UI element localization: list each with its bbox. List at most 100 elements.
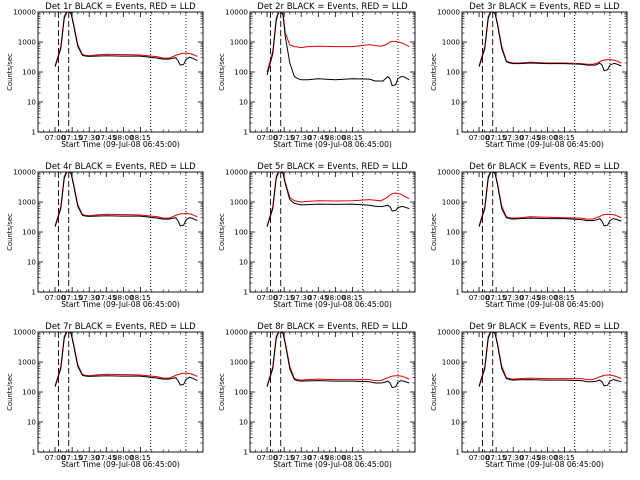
x-tick-label: 07:15 xyxy=(62,293,83,302)
y-tick-label: 1 xyxy=(455,128,460,137)
y-tick-label: 1000 xyxy=(442,198,461,207)
y-tick-label: 10 xyxy=(451,258,461,267)
x-tick-label: 08:15 xyxy=(130,453,151,462)
x-tick-label: 08:00 xyxy=(113,133,134,142)
x-tick-label: 07:15 xyxy=(486,453,507,462)
plot-frame xyxy=(249,171,416,293)
x-tick-label: 08:15 xyxy=(342,293,363,302)
plot-frame xyxy=(461,331,628,453)
y-tick-label: 1000 xyxy=(230,38,249,47)
x-axis-label: Start Time (09-Jul-08 06:45:00) xyxy=(273,460,392,469)
x-tick-label: 07:00 xyxy=(257,293,278,302)
y-tick-label: 10000 xyxy=(13,8,36,17)
x-tick-label: 08:15 xyxy=(342,133,363,142)
y-axis-label: Counts/sec xyxy=(430,213,438,251)
x-tick-label: 07:15 xyxy=(274,453,295,462)
y-tick-label: 1 xyxy=(243,448,248,457)
x-tick-label: 07:45 xyxy=(96,293,117,302)
y-tick-label: 10000 xyxy=(13,168,36,177)
x-tick-label: 07:15 xyxy=(486,133,507,142)
y-tick-label: 1 xyxy=(243,288,248,297)
y-tick-label: 10000 xyxy=(13,328,36,337)
x-tick-label: 07:00 xyxy=(469,293,490,302)
x-tick-label: 07:00 xyxy=(469,453,490,462)
series-line-lld xyxy=(54,332,198,387)
y-tick-label: 10000 xyxy=(437,8,460,17)
y-tick-label: 1000 xyxy=(18,198,37,207)
y-tick-label: 10 xyxy=(27,98,37,107)
panel-det-6: Det 6r BLACK = Events, RED = LLD 1 10 100 10… xyxy=(430,162,628,309)
y-axis-label: Counts/sec xyxy=(6,53,14,91)
y-tick-label: 10000 xyxy=(225,8,248,17)
y-axis-label: Counts/sec xyxy=(6,213,14,251)
panel-det-5: Det 5r BLACK = Events, RED = LLD 1 10 100 10… xyxy=(218,162,416,309)
series-line-events xyxy=(478,12,622,72)
series-line-lld xyxy=(266,12,410,73)
x-tick-label: 07:30 xyxy=(79,293,100,302)
series-line-events xyxy=(54,332,198,387)
series-line-events xyxy=(478,172,622,227)
x-tick-label: 07:00 xyxy=(45,453,66,462)
x-tick-label: 08:15 xyxy=(554,293,575,302)
y-tick-label: 10 xyxy=(451,418,461,427)
panel-title: Det 1r BLACK = Events, RED = LLD xyxy=(45,2,196,12)
x-tick-label: 07:15 xyxy=(62,453,83,462)
x-tick-label: 07:30 xyxy=(79,133,100,142)
x-axis-label: Start Time (09-Jul-08 06:45:00) xyxy=(485,140,604,149)
series-line-lld xyxy=(266,172,410,227)
plot-frame xyxy=(249,11,416,133)
y-tick-label: 10000 xyxy=(437,328,460,337)
y-tick-label: 1000 xyxy=(442,38,461,47)
series-line-events xyxy=(266,12,410,87)
x-tick-label: 08:00 xyxy=(537,453,558,462)
panel-title: Det 4r BLACK = Events, RED = LLD xyxy=(45,162,196,172)
x-tick-label: 07:45 xyxy=(96,453,117,462)
plot-frame xyxy=(37,11,204,133)
panel-title: Det 2r BLACK = Events, RED = LLD xyxy=(257,2,408,12)
series-line-lld xyxy=(478,332,622,387)
x-tick-label: 07:15 xyxy=(274,133,295,142)
x-tick-label: 07:30 xyxy=(291,453,312,462)
x-tick-label: 08:15 xyxy=(554,453,575,462)
y-tick-label: 10 xyxy=(239,418,249,427)
x-axis-label: Start Time (09-Jul-08 06:45:00) xyxy=(61,300,180,309)
y-tick-label: 100 xyxy=(446,228,460,237)
x-tick-label: 08:00 xyxy=(325,133,346,142)
series-line-lld xyxy=(478,172,622,227)
x-tick-label: 07:30 xyxy=(291,293,312,302)
x-tick-label: 07:45 xyxy=(520,453,541,462)
x-tick-label: 08:00 xyxy=(537,133,558,142)
series-line-events xyxy=(54,12,198,67)
y-tick-label: 1000 xyxy=(18,358,37,367)
x-tick-label: 08:15 xyxy=(130,293,151,302)
x-tick-label: 08:00 xyxy=(325,453,346,462)
x-tick-label: 07:00 xyxy=(469,133,490,142)
x-tick-label: 08:00 xyxy=(113,453,134,462)
y-tick-label: 1 xyxy=(31,288,36,297)
x-tick-label: 07:30 xyxy=(503,133,524,142)
plot-frame xyxy=(461,171,628,293)
panel-det-1: Det 1r BLACK = Events, RED = LLD 1 10 100 10… xyxy=(6,2,204,149)
x-tick-label: 08:00 xyxy=(537,293,558,302)
y-tick-label: 100 xyxy=(234,388,248,397)
series-line-lld xyxy=(54,12,198,67)
x-tick-label: 07:45 xyxy=(308,133,329,142)
y-tick-label: 1000 xyxy=(442,358,461,367)
panel-det-9: Det 9r BLACK = Events, RED = LLD 1 10 100 10… xyxy=(430,322,628,469)
x-tick-label: 08:15 xyxy=(554,133,575,142)
plot-frame xyxy=(37,331,204,453)
y-tick-label: 100 xyxy=(22,228,36,237)
x-tick-label: 07:45 xyxy=(308,293,329,302)
x-axis-label: Start Time (09-Jul-08 06:45:00) xyxy=(485,300,604,309)
panel-title: Det 6r BLACK = Events, RED = LLD xyxy=(469,162,620,172)
plot-frame xyxy=(249,331,416,453)
x-axis-label: Start Time (09-Jul-08 06:45:00) xyxy=(61,140,180,149)
y-tick-label: 1000 xyxy=(230,358,249,367)
x-tick-label: 07:30 xyxy=(79,453,100,462)
x-tick-label: 07:00 xyxy=(257,133,278,142)
y-tick-label: 100 xyxy=(446,388,460,397)
plot-frame xyxy=(461,11,628,133)
y-tick-label: 100 xyxy=(234,68,248,77)
y-tick-label: 1000 xyxy=(230,198,249,207)
y-axis-label: Counts/sec xyxy=(218,373,226,411)
